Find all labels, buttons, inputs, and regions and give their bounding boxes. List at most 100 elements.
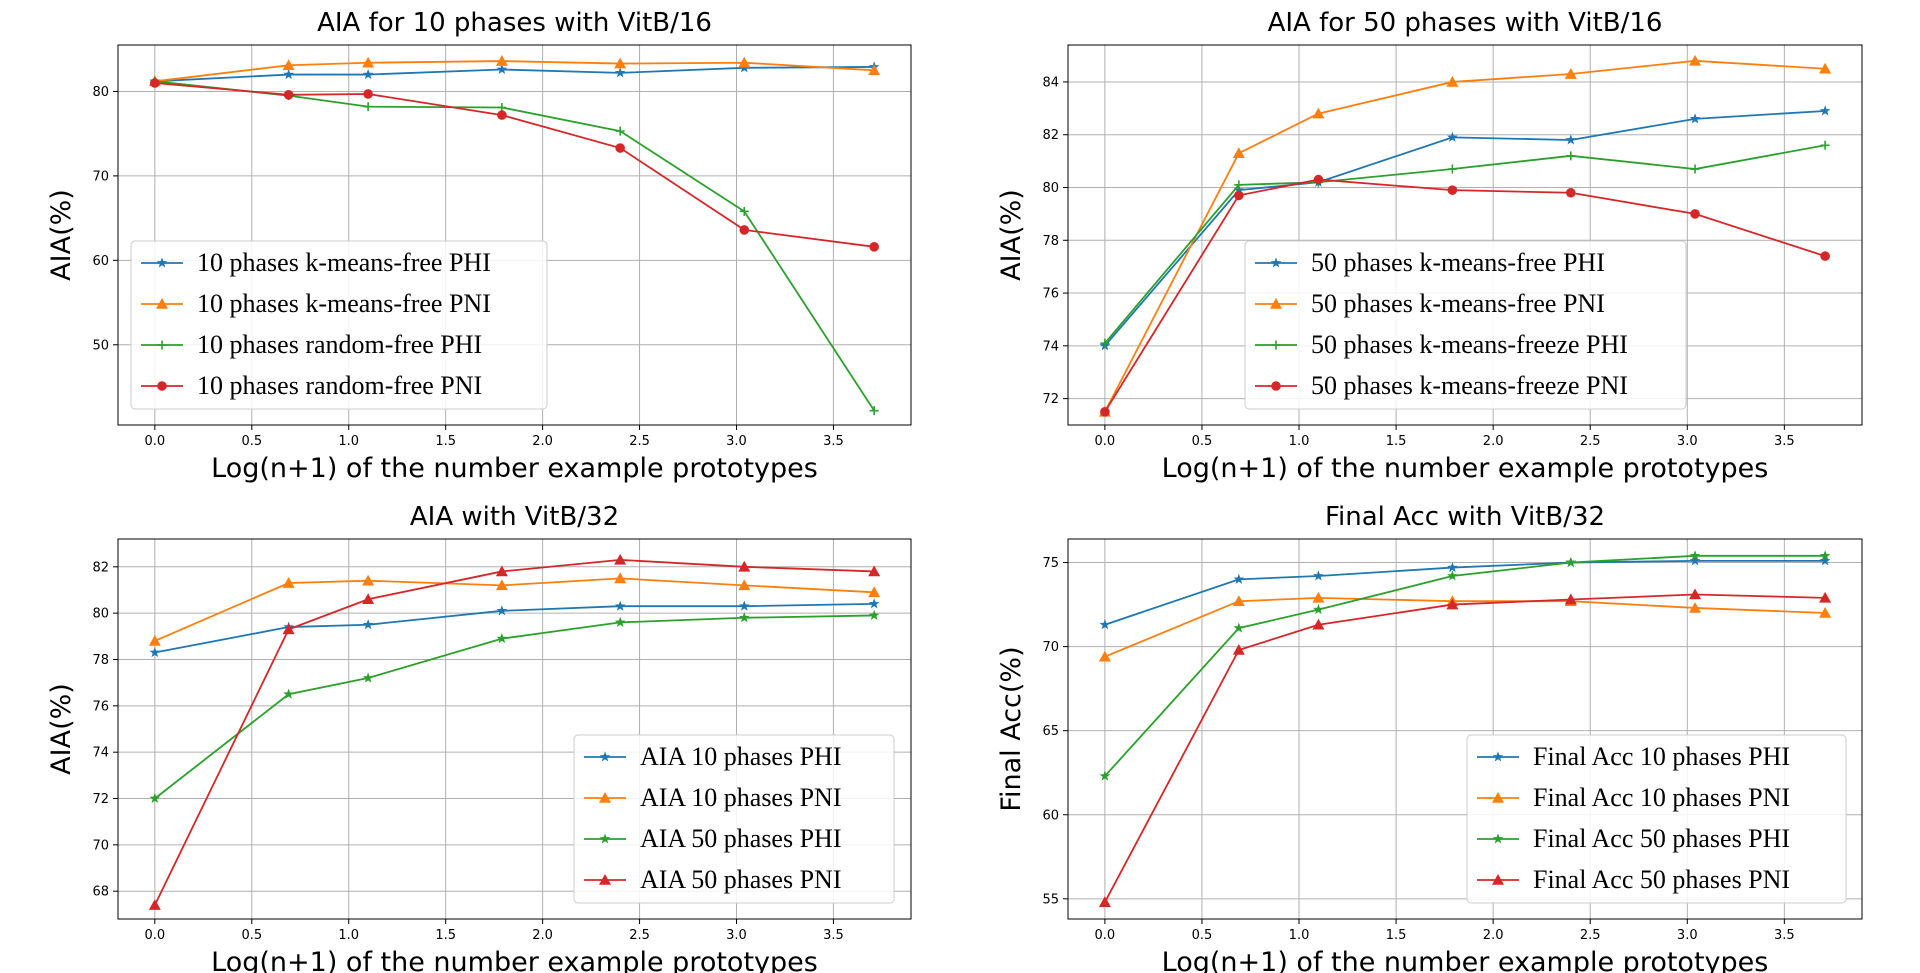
data-point bbox=[1447, 185, 1458, 195]
data-point bbox=[1312, 107, 1325, 119]
legend-entry: AIA 50 phases PNI bbox=[584, 865, 842, 894]
series-1 bbox=[149, 598, 880, 658]
data-point bbox=[362, 672, 374, 683]
data-point bbox=[1098, 650, 1111, 662]
y-tick-label: 80 bbox=[92, 85, 109, 100]
legend-entry: 10 phases random-free PHI bbox=[141, 330, 482, 359]
data-point bbox=[148, 899, 161, 910]
legend-entry: Final Acc 50 phases PHI bbox=[1477, 824, 1790, 853]
data-point bbox=[1820, 140, 1830, 150]
series-line bbox=[1104, 596, 1826, 658]
chart-title: Final Acc with VitB/32 bbox=[1325, 502, 1605, 532]
x-tick-label: 3.5 bbox=[823, 928, 844, 943]
legend-marker bbox=[599, 792, 611, 803]
chart-title: AIA with VitB/32 bbox=[410, 502, 619, 532]
x-tick-label: 0.0 bbox=[1095, 434, 1116, 449]
y-tick-label: 84 bbox=[1042, 75, 1059, 90]
series-4 bbox=[150, 78, 879, 252]
data-point bbox=[1689, 54, 1702, 66]
data-point bbox=[869, 242, 879, 252]
legend-marker bbox=[156, 257, 168, 268]
x-tick-label: 2.0 bbox=[532, 928, 553, 943]
y-tick-label: 72 bbox=[1042, 392, 1059, 407]
legend: AIA 10 phases PHI AIA 10 phases PNI AIA 50… bbox=[573, 734, 895, 904]
data-point bbox=[1689, 550, 1701, 561]
x-tick-label: 2.0 bbox=[1483, 928, 1504, 943]
data-point bbox=[1100, 407, 1110, 417]
chart-panel-4: 0.0 0.5 1.0 1.5 2.0 2.5 3.0 3.5 55 60 65 70 75 Final … bbox=[996, 502, 1863, 973]
data-point bbox=[1234, 190, 1244, 201]
data-point bbox=[1447, 570, 1458, 581]
y-tick-label: 70 bbox=[1042, 640, 1059, 655]
legend-label: 10 phases random-free PNI bbox=[197, 371, 482, 400]
data-point bbox=[1819, 105, 1831, 116]
y-tick-label: 76 bbox=[92, 699, 109, 714]
data-point bbox=[1564, 593, 1577, 605]
series-2 bbox=[1098, 591, 1832, 662]
data-point bbox=[362, 56, 375, 68]
x-tick-label: 0.5 bbox=[241, 434, 262, 449]
x-tick-label: 2.0 bbox=[1483, 434, 1504, 449]
data-point bbox=[1566, 151, 1576, 161]
y-tick-label: 78 bbox=[92, 653, 109, 668]
legend-label: AIA 50 phases PHI bbox=[640, 824, 842, 853]
data-point bbox=[739, 206, 749, 216]
legend-marker bbox=[1492, 874, 1504, 885]
legend-frame bbox=[130, 240, 548, 410]
legend-entry: 50 phases k-means-freeze PNI bbox=[1255, 371, 1628, 400]
plot-frame bbox=[117, 44, 912, 426]
y-tick-label: 74 bbox=[1042, 339, 1059, 354]
data-point bbox=[1819, 550, 1831, 561]
data-point bbox=[495, 565, 508, 577]
data-point bbox=[868, 64, 881, 76]
series-4 bbox=[1100, 174, 1830, 417]
series-line bbox=[154, 82, 875, 248]
data-point bbox=[1819, 606, 1832, 618]
x-tick-label: 0.5 bbox=[241, 928, 262, 943]
x-tick-label: 1.5 bbox=[435, 928, 456, 943]
x-tick-label: 0.5 bbox=[1192, 928, 1213, 943]
data-point bbox=[282, 577, 295, 588]
series-2 bbox=[148, 572, 881, 646]
legend-entry: Final Acc 50 phases PNI bbox=[1477, 865, 1790, 894]
plot-frame bbox=[117, 538, 912, 920]
data-point bbox=[868, 598, 880, 609]
data-point bbox=[1819, 555, 1831, 566]
data-point bbox=[496, 633, 508, 644]
y-tick-label: 60 bbox=[1042, 808, 1059, 823]
data-point bbox=[1100, 338, 1110, 348]
legend-entry: AIA 10 phases PHI bbox=[584, 742, 842, 771]
legend-marker bbox=[599, 751, 611, 762]
data-point bbox=[1565, 556, 1577, 568]
y-axis-label: AIA(%) bbox=[46, 189, 77, 281]
data-point bbox=[869, 406, 879, 416]
data-point bbox=[1447, 164, 1457, 174]
data-point bbox=[738, 600, 750, 611]
y-tick-label: 74 bbox=[92, 746, 109, 761]
legend-marker bbox=[1271, 340, 1281, 350]
y-tick-label: 76 bbox=[1042, 287, 1059, 302]
data-point bbox=[283, 68, 294, 80]
data-point bbox=[1564, 68, 1577, 79]
legend-entry: 10 phases random-free PNI bbox=[141, 371, 482, 400]
y-tick-label: 75 bbox=[1042, 556, 1059, 571]
x-tick-label: 1.0 bbox=[1289, 928, 1310, 943]
data-point bbox=[1689, 601, 1702, 613]
x-tick-label: 3.5 bbox=[1774, 928, 1795, 943]
data-point bbox=[1819, 62, 1832, 74]
data-point bbox=[282, 59, 295, 71]
data-point bbox=[1099, 770, 1111, 781]
data-point bbox=[149, 792, 161, 804]
data-point bbox=[283, 90, 294, 100]
data-point bbox=[495, 579, 508, 591]
legend: 50 phases k-means-free PHI 50 phases k-me… bbox=[1244, 240, 1687, 410]
data-point bbox=[1313, 570, 1324, 581]
data-point bbox=[148, 634, 161, 646]
x-tick-label: 1.5 bbox=[1386, 434, 1407, 449]
data-point bbox=[1689, 588, 1702, 600]
data-point bbox=[614, 67, 626, 78]
data-point bbox=[150, 78, 160, 88]
data-point bbox=[1446, 598, 1459, 610]
y-tick-label: 82 bbox=[92, 560, 109, 575]
legend-label: 10 phases k-means-free PNI bbox=[197, 289, 491, 318]
